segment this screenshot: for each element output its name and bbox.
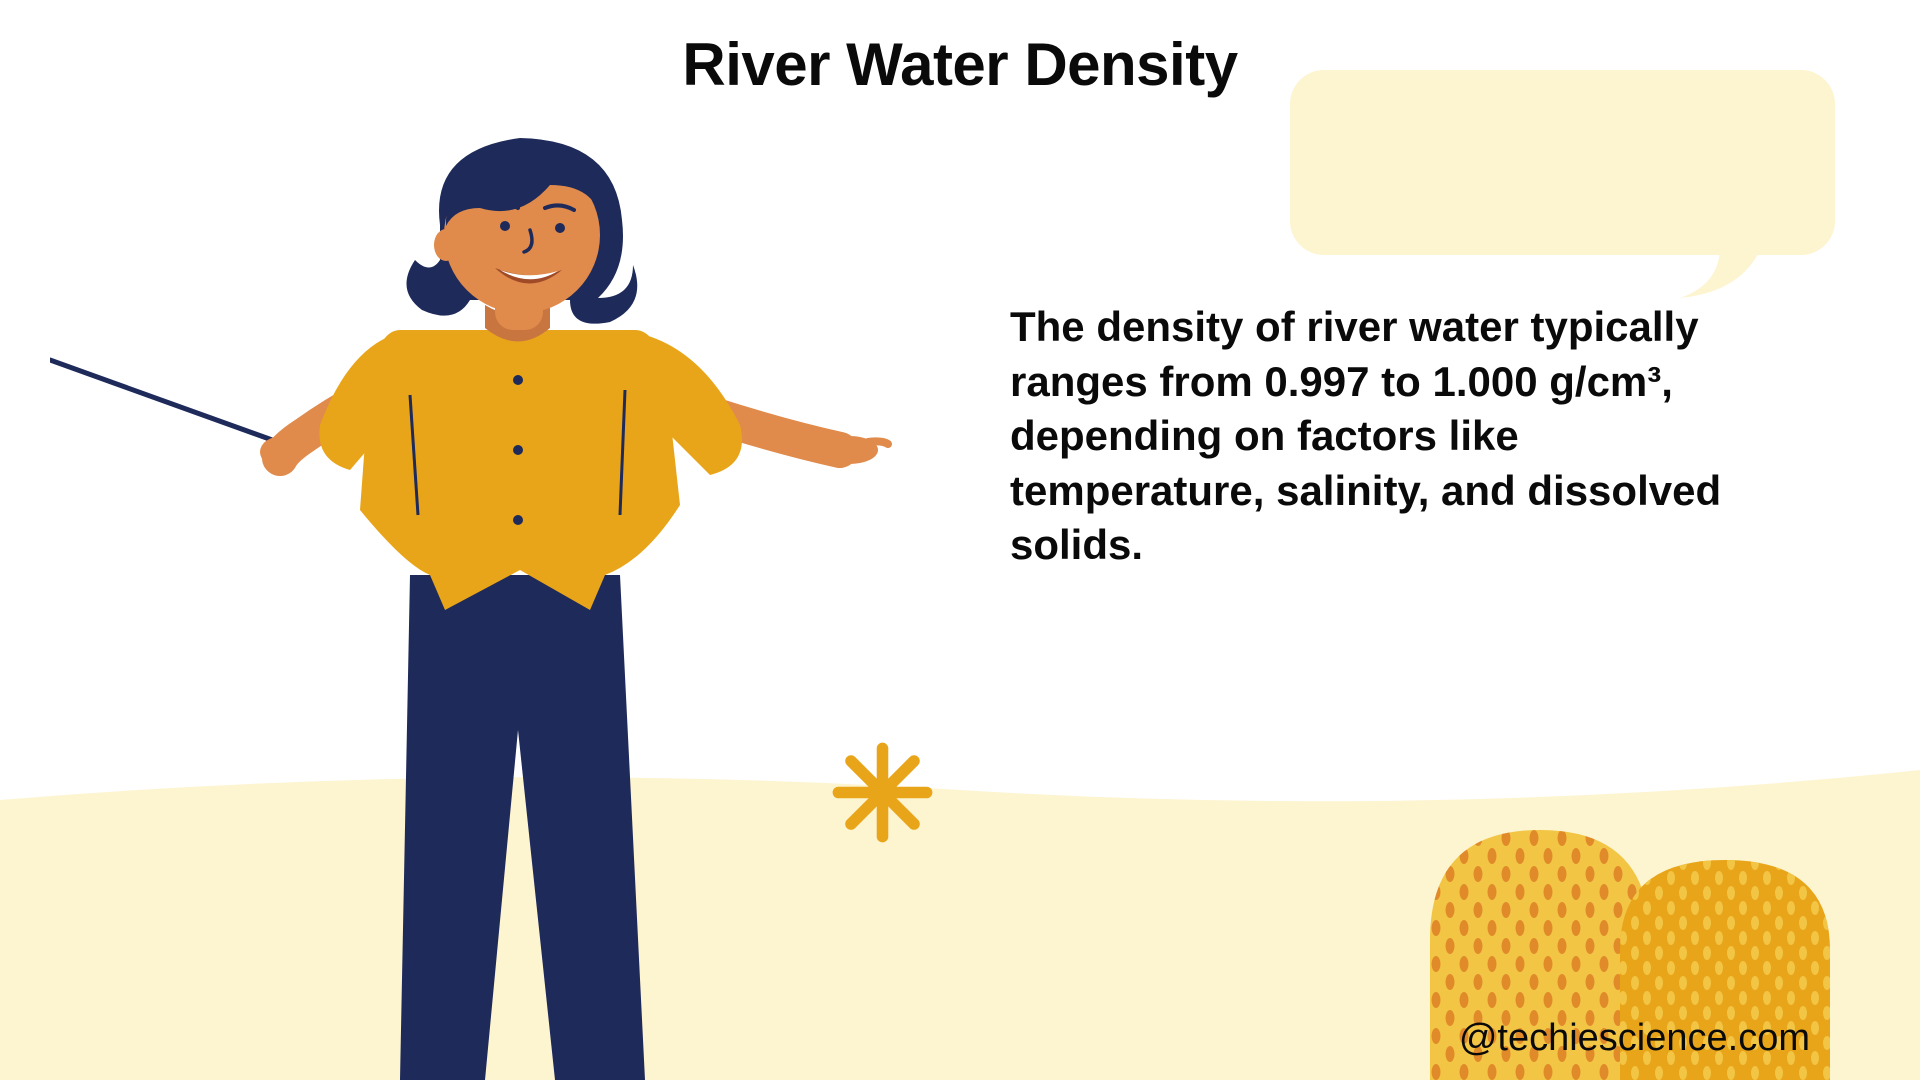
- page-title: River Water Density: [0, 30, 1920, 99]
- description-text: The density of river water typically ran…: [1010, 300, 1780, 573]
- speech-bubble: [1290, 70, 1835, 300]
- teacher-illustration: [50, 130, 940, 1080]
- infographic-canvas: River Water Density The density of river…: [0, 0, 1920, 1080]
- watermark: @techiescience.com: [1459, 1017, 1810, 1060]
